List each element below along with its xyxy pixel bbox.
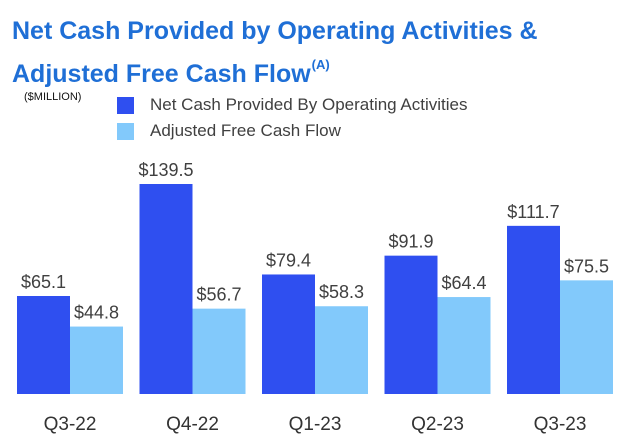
bar-free-cash-flow-q3-22	[70, 326, 123, 394]
legend-swatch-free-cash-flow	[117, 122, 134, 140]
bar-free-cash-flow-q1-23	[315, 306, 368, 394]
data-label-operating-cash-q4-22: $139.5	[138, 160, 193, 180]
bar-operating-cash-q3-22	[17, 296, 70, 394]
x-tick-label-q1-23: Q1-23	[289, 414, 342, 435]
bar-free-cash-flow-q4-22	[192, 308, 246, 394]
data-label-free-cash-flow-q1-23: $58.3	[319, 282, 364, 302]
units-label: ($MILLION)	[24, 91, 82, 103]
legend-label-free-cash-flow: Adjusted Free Cash Flow	[150, 121, 341, 140]
chart-title-line1: Net Cash Provided by Operating Activitie…	[12, 17, 538, 45]
chart-title-line2-text: Adjusted Free Cash Flow	[12, 60, 311, 88]
legend-item-free-cash-flow: Adjusted Free Cash Flow	[117, 118, 467, 144]
bar-operating-cash-q2-23	[384, 255, 438, 394]
data-label-operating-cash-q1-23: $79.4	[266, 250, 311, 270]
bar-operating-cash-q4-22	[139, 184, 193, 394]
x-tick-label-q3-23: Q3-23	[534, 414, 587, 435]
chart-title: Net Cash Provided by Operating Activitie…	[12, 14, 538, 91]
legend-item-operating-cash: Net Cash Provided By Operating Activitie…	[117, 92, 467, 118]
legend: Net Cash Provided By Operating Activitie…	[117, 92, 467, 144]
data-label-free-cash-flow-q2-23: $64.4	[441, 273, 486, 293]
footnote-marker: (A)	[311, 57, 330, 72]
bar-operating-cash-q1-23	[262, 274, 315, 394]
data-label-free-cash-flow-q3-23: $75.5	[564, 256, 609, 276]
data-label-free-cash-flow-q4-22: $56.7	[196, 285, 241, 305]
x-tick-label-q2-23: Q2-23	[411, 414, 464, 435]
data-label-operating-cash-q2-23: $91.9	[388, 232, 433, 252]
data-label-operating-cash-q3-22: $65.1	[21, 272, 66, 292]
bar-free-cash-flow-q2-23	[437, 297, 491, 394]
data-label-operating-cash-q3-23: $111.7	[507, 202, 559, 222]
data-label-free-cash-flow-q3-22: $44.8	[74, 303, 119, 323]
bar-operating-cash-q3-23	[507, 225, 560, 394]
x-tick-label-q4-22: Q4-22	[166, 414, 219, 435]
legend-swatch-operating-cash	[117, 96, 134, 114]
x-tick-label-q3-22: Q3-22	[44, 414, 97, 435]
chart-title-line2: Adjusted Free Cash Flow(A)	[12, 48, 538, 91]
legend-label-operating-cash: Net Cash Provided By Operating Activitie…	[150, 95, 468, 114]
bar-free-cash-flow-q3-23	[560, 280, 613, 394]
